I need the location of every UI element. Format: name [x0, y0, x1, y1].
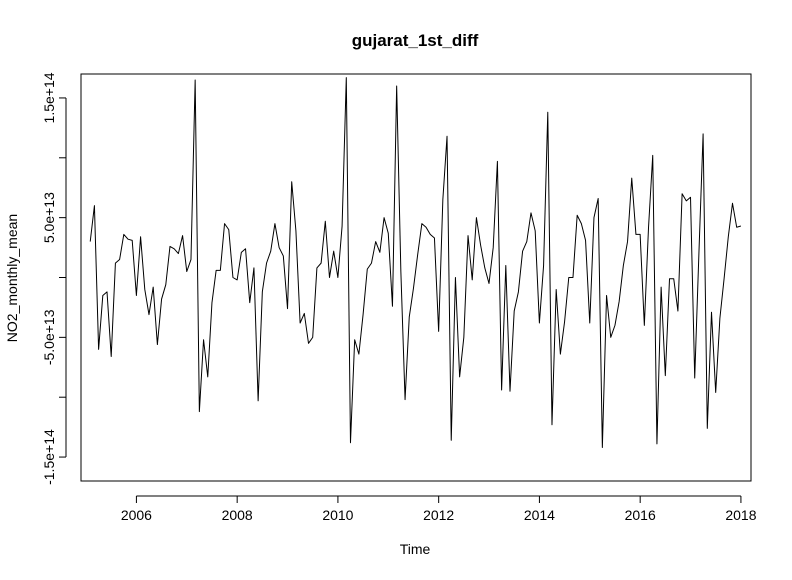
x-tick-label: 2008: [222, 507, 253, 523]
y-tick-label: -5.0e+13: [41, 309, 57, 365]
y-tick-label: 5.0e+13: [41, 192, 57, 243]
y-axis-label: NO2_monthly_mean: [4, 214, 20, 342]
x-tick-label: 2006: [121, 507, 152, 523]
plot-frame: [80, 73, 752, 482]
x-axis: 2006 2008 2010 2012 2014 2016 2018: [121, 495, 757, 523]
x-tick-label: 2018: [725, 507, 756, 523]
y-tick-label: -1.5e+14: [41, 429, 57, 485]
x-axis-label: Time: [400, 541, 431, 557]
y-axis: -1.5e+14 -5.0e+13 5.0e+13 1.5e+14: [41, 72, 67, 485]
x-tick-label: 2012: [423, 507, 454, 523]
series-line: [89, 77, 742, 448]
y-tick-label: 1.5e+14: [41, 72, 57, 123]
chart-title: gujarat_1st_diff: [352, 31, 479, 50]
x-tick-label: 2010: [322, 507, 353, 523]
x-tick-label: 2014: [524, 507, 555, 523]
x-tick-label: 2016: [625, 507, 656, 523]
